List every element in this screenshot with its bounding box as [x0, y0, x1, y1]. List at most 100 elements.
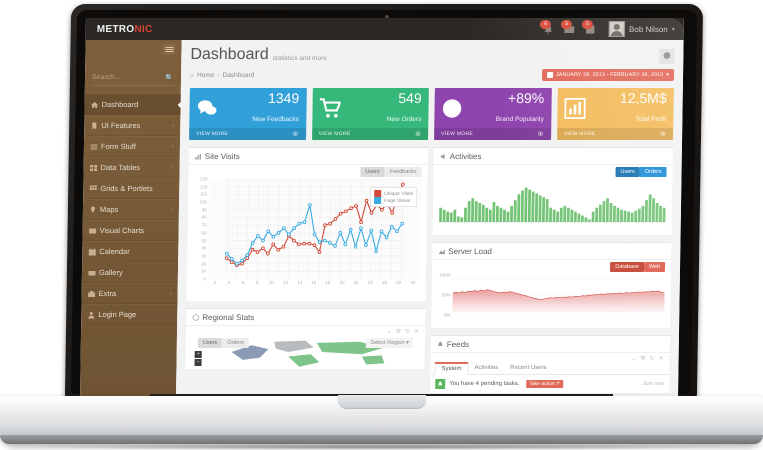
- tile-view-more-button[interactable]: VIEW MORE ⊕: [434, 128, 551, 140]
- take-action-button[interactable]: Take action ↱: [526, 380, 564, 388]
- arrow-circle-icon: ⊕: [414, 131, 422, 138]
- user-menu[interactable]: Bob Nilson ▾: [605, 21, 675, 37]
- tile-values: 549 New Orders: [387, 90, 422, 126]
- sidebar-item-ui-features[interactable]: UI Features ‹: [84, 115, 181, 136]
- activities-tabs: Users Orders: [615, 167, 667, 177]
- y-axis: 0% 50% 100%: [437, 272, 452, 318]
- chevron-down-icon: ▾: [666, 72, 670, 78]
- tab-users[interactable]: Users: [615, 167, 640, 177]
- plot-area: [452, 275, 665, 315]
- sidebar-item-gallery[interactable]: Gallery: [81, 262, 179, 283]
- sidebar-item-form-stuff[interactable]: Form Stuff ‹: [83, 136, 181, 157]
- sidebar-item-label: Form Stuff: [100, 142, 136, 151]
- x-tick: 22: [353, 280, 359, 285]
- breadcrumb-home[interactable]: Home: [196, 71, 215, 79]
- sidebar-item-visual-charts[interactable]: Visual Charts: [82, 220, 179, 241]
- sidebar-item-label: Calendar: [99, 247, 130, 256]
- tile-view-more-button[interactable]: VIEW MORE ⊕: [189, 128, 306, 140]
- sidebar-item-maps[interactable]: Maps ‹: [82, 199, 180, 220]
- feeds-tab-recent-users[interactable]: Recent Users: [510, 365, 547, 371]
- bell-icon: [435, 379, 446, 389]
- portlet-tool[interactable]: ⚒: [395, 329, 402, 335]
- tab-orders[interactable]: Orders: [222, 338, 250, 348]
- date-range-picker[interactable]: JANUARY 28, 2013 - FEBRUARY 26, 2013 ▾: [541, 69, 675, 81]
- select-region-dropdown[interactable]: Select Region ▾: [366, 338, 413, 348]
- chevron-icon: ‹: [171, 164, 174, 171]
- settings-button[interactable]: [659, 49, 675, 64]
- sidebar-item-label: Data Tables: [100, 163, 141, 172]
- image-icon: [89, 227, 100, 235]
- bell-notification-button[interactable]: 6: [540, 20, 554, 35]
- tile-view-more-label: VIEW MORE: [318, 131, 351, 137]
- stat-tiles: 1349 New Feedbacks VIEW MORE ⊕ 549 New O…: [189, 88, 674, 140]
- brand-text-dark: METRO: [96, 23, 135, 35]
- zoom-in-button[interactable]: +: [194, 351, 202, 358]
- portlet-body: Database Web 0% 50% 100%: [431, 260, 671, 328]
- feeds-tab-system[interactable]: System: [434, 362, 469, 375]
- bookmark-icon: [90, 122, 101, 130]
- portlet-header: Activities: [433, 148, 673, 165]
- x-tick: 14: [297, 280, 303, 285]
- x-tick: 30: [410, 280, 416, 285]
- feeds-tabs: System Activities Recent Users: [430, 362, 670, 375]
- portlet-tool[interactable]: ✕: [413, 329, 420, 335]
- stat-tile[interactable]: +89% Brand Popularity VIEW MORE ⊕: [434, 88, 552, 140]
- legend-item: Page Views: [373, 197, 413, 204]
- regional-tabs: Users Orders: [197, 338, 250, 348]
- sidebar-item-dashboard[interactable]: Dashboard: [84, 94, 181, 115]
- sidebar-item-data-tables[interactable]: Data Tables ‹: [83, 157, 180, 178]
- regional-map[interactable]: Users Orders Select Region ▾ + −: [191, 335, 419, 369]
- portlet-tool[interactable]: ↻: [649, 356, 655, 362]
- tab-users[interactable]: Users: [197, 338, 223, 348]
- sidebar-item-label: Extra: [98, 289, 117, 298]
- stat-tile[interactable]: 12,5M$ Total Profit VIEW MORE ⊕: [556, 88, 674, 140]
- y-tick: 120: [199, 184, 208, 190]
- tile-body: 1349 New Feedbacks: [189, 88, 306, 128]
- magnifier-icon[interactable]: 🔍: [165, 74, 175, 82]
- portlet-tool[interactable]: ✕: [658, 356, 664, 362]
- sidebar-item-grids-portlets[interactable]: Grids & Portlets: [83, 178, 180, 199]
- server-load-tabs: Database Web: [610, 262, 666, 272]
- y-tick: 70: [201, 222, 207, 228]
- portlet-header: Feeds: [430, 336, 670, 353]
- feed-item[interactable]: You have 4 pending tasks. Take action ↱ …: [430, 375, 670, 394]
- stat-tile[interactable]: 549 New Orders VIEW MORE ⊕: [311, 88, 429, 140]
- portlet-tool[interactable]: ⚒: [640, 356, 646, 362]
- sidebar-item-label: Gallery: [98, 268, 123, 277]
- portlet-title-text: Server Load: [448, 246, 492, 256]
- tab-feedbacks[interactable]: Feedbacks: [384, 167, 422, 177]
- tile-description: New Orders: [386, 116, 422, 123]
- sidebar-item-calendar[interactable]: Calendar: [82, 241, 179, 262]
- tab-orders[interactable]: Orders: [639, 167, 667, 177]
- y-tick: 10: [200, 268, 207, 274]
- megaphone-icon: [440, 153, 445, 159]
- sidebar-item-extra[interactable]: Extra ‹: [81, 283, 178, 304]
- y-tick: 100%: [439, 272, 451, 278]
- brand-logo[interactable]: METRONIC: [86, 24, 182, 35]
- tasks-notification-button[interactable]: 5: [582, 20, 596, 35]
- tile-description: Total Profit: [635, 116, 667, 123]
- stat-tile[interactable]: 1349 New Feedbacks VIEW MORE ⊕: [189, 88, 307, 140]
- x-tick: 10: [268, 280, 274, 285]
- tile-view-more-button[interactable]: VIEW MORE ⊕: [556, 128, 674, 140]
- zoom-out-button[interactable]: −: [194, 359, 202, 366]
- map-zoom-controls[interactable]: + −: [194, 351, 202, 367]
- portlet-tools: ⌄ ⚒ ↻ ✕: [192, 328, 420, 335]
- tab-users[interactable]: Users: [360, 167, 385, 177]
- tab-web[interactable]: Web: [643, 262, 666, 272]
- portlet-tool[interactable]: ↻: [404, 329, 411, 335]
- brand-text-accent: NIC: [134, 23, 153, 35]
- search-input[interactable]: Search... 🔍: [91, 70, 175, 86]
- envelope-notification-button[interactable]: 5: [561, 20, 575, 35]
- y-tick: 50: [201, 238, 207, 244]
- tab-database[interactable]: Database: [610, 262, 644, 272]
- tile-view-more-button[interactable]: VIEW MORE ⊕: [311, 128, 429, 140]
- sidebar-item-login-page[interactable]: Login Page: [81, 304, 178, 325]
- portlet-tool[interactable]: ⌄: [386, 329, 392, 335]
- sidebar-toggle-button[interactable]: [162, 44, 176, 55]
- laptop-notch: [337, 395, 426, 409]
- portlet-body: ⌄ ⚒ ↻ ✕ Users Orders Select Region ▾ +: [185, 326, 425, 369]
- portlet-tool[interactable]: ⌄: [631, 356, 637, 362]
- feeds-tab-activities[interactable]: Activities: [474, 365, 499, 371]
- bar-chart-icon: [563, 97, 590, 119]
